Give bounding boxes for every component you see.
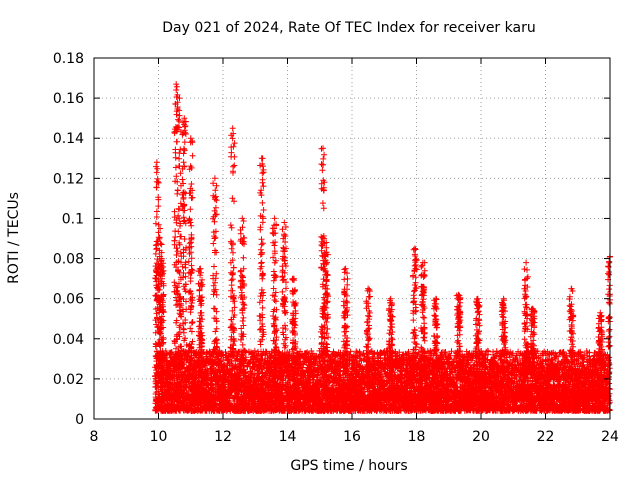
y-tick-label: 0 xyxy=(75,412,84,428)
y-tick-label: 0.18 xyxy=(53,51,84,67)
x-tick-label: 22 xyxy=(537,429,555,445)
axis-ticks xyxy=(93,57,611,420)
x-tick-label: 16 xyxy=(343,429,361,445)
y-tick-label: 0.04 xyxy=(53,332,84,348)
x-tick-label: 12 xyxy=(214,429,232,445)
chart-title: Day 021 of 2024, Rate Of TEC Index for r… xyxy=(162,20,535,36)
y-tick-label: 0.08 xyxy=(53,252,84,268)
y-tick-label: 0.1 xyxy=(62,211,84,227)
y-tick-label: 0.14 xyxy=(53,131,84,147)
y-axis-label: ROTI / TECUs xyxy=(6,192,22,284)
y-tick-label: 0.16 xyxy=(53,91,84,107)
grid-lines xyxy=(94,58,610,419)
x-tick-label: 24 xyxy=(601,429,619,445)
y-tick-labels: 0 0.02 0.04 0.06 0.08 0.1 0.12 0.14 0.16 0.18 xyxy=(53,51,84,428)
x-tick-label: 20 xyxy=(472,429,490,445)
x-tick-label: 18 xyxy=(408,429,426,445)
x-tick-label: 8 xyxy=(90,429,99,445)
y-tick-label: 0.12 xyxy=(53,171,84,187)
y-tick-label: 0.02 xyxy=(53,372,84,388)
x-tick-label: 14 xyxy=(279,429,297,445)
y-tick-label: 0.06 xyxy=(53,292,84,308)
x-axis-label: GPS time / hours xyxy=(290,458,407,474)
x-tick-labels: 8 10 12 14 16 18 20 22 24 xyxy=(90,429,619,445)
data-points xyxy=(152,81,613,414)
scatter-markers xyxy=(152,81,613,414)
x-tick-label: 10 xyxy=(150,429,168,445)
